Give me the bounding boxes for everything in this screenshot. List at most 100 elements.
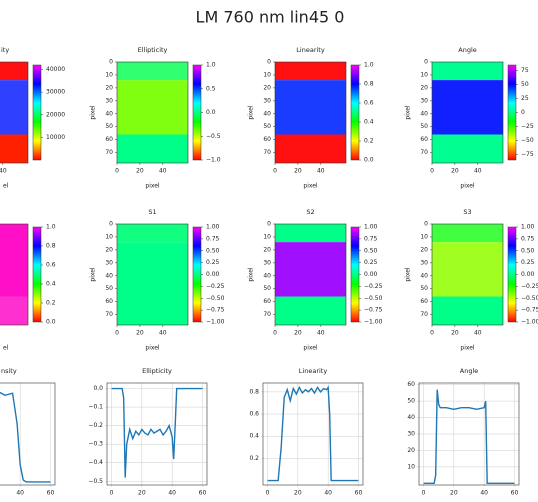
plot-frame [418, 382, 520, 486]
y-axis-label: pixel [248, 267, 255, 282]
y-tick-label: 10 [420, 233, 428, 240]
y-tick-label: 30 [263, 97, 271, 104]
x-tick-label: 60 [199, 490, 207, 497]
x-tick-label: 40 [480, 490, 488, 497]
colorbar-tick-label: 1.00 [206, 224, 220, 231]
y-tick-label: 0.6 [249, 411, 259, 418]
colorbar-tick-label: 50 [521, 81, 529, 88]
colorbar-tick-label: −0.25 [521, 283, 538, 290]
colorbar-tick-label: 0.25 [206, 259, 220, 266]
colorbar [507, 64, 517, 161]
line-series [267, 385, 359, 482]
colorbar-tick-label: −25 [521, 123, 534, 130]
y-tick-label: 30 [420, 97, 428, 104]
x-tick-label: 20 [450, 490, 458, 497]
colorbar-tick-label: 1.0 [46, 224, 56, 231]
x-tick-label: 40 [16, 490, 24, 497]
y-tick-label: 10 [263, 233, 271, 240]
y-tick-label: 20 [407, 447, 415, 454]
y-tick-label: 60 [105, 298, 113, 305]
y-tick-label: 50 [263, 123, 271, 130]
y-tick-label: −0.1 [88, 404, 103, 411]
y-tick-label: 40 [105, 272, 113, 279]
x-tick-label: 0 [115, 330, 119, 337]
heatmap-band [432, 296, 503, 325]
heatmap-band [432, 242, 503, 297]
y-tick-label: 20 [420, 84, 428, 91]
panel-title: ity [1, 46, 9, 54]
x-tick-label: 40 [317, 330, 325, 337]
heatmap-band [0, 62, 28, 81]
y-tick-label: 50 [420, 123, 428, 130]
x-tick-label: 0 [430, 168, 434, 175]
colorbar-tick-label: 0.75 [364, 235, 378, 242]
colorbar [192, 226, 202, 323]
y-tick-label: 40 [263, 110, 271, 117]
x-tick-label: 40 [0, 168, 7, 175]
colorbar-tick-label: 1.0 [206, 62, 216, 69]
x-tick-label: 0 [273, 168, 277, 175]
x-tick-label: 20 [136, 168, 144, 175]
y-tick-label: 70 [105, 311, 113, 318]
heatmap-band [432, 80, 503, 135]
colorbar-tick-label: −0.75 [206, 307, 225, 314]
y-tick-label: −0.3 [88, 441, 103, 448]
colorbar-tick-label: −1.00 [206, 319, 225, 326]
y-axis-label: pixel [90, 267, 97, 282]
panel-title: nsity [1, 367, 17, 375]
colorbar-tick-label: −0.25 [364, 283, 383, 290]
y-tick-label: −0.2 [88, 422, 103, 429]
x-axis-label: pixel [303, 345, 318, 352]
x-tick-label: 60 [47, 490, 55, 497]
colorbar-tick-label: 0 [521, 109, 525, 116]
x-axis-label: pixel [145, 183, 160, 190]
y-tick-label: 50 [263, 285, 271, 292]
plot-frame [106, 382, 208, 486]
x-tick-label: 0 [273, 330, 277, 337]
plot-frame [116, 223, 189, 326]
y-tick-label: −0.5 [88, 478, 103, 485]
colorbar [350, 64, 360, 161]
colorbar-tick-label: −1.00 [364, 319, 383, 326]
y-tick-label: 0 [109, 59, 113, 66]
panel-title: Ellipticity [138, 46, 168, 54]
heatmap-band [117, 80, 188, 135]
y-tick-label: 0 [267, 221, 271, 228]
y-tick-label: 0 [424, 59, 428, 66]
colorbar-tick-label: −0.50 [206, 295, 225, 302]
y-tick-label: 10 [407, 463, 415, 470]
x-axis-label: pixel [460, 183, 475, 190]
x-tick-label: 60 [355, 490, 363, 497]
plot-frame [0, 223, 29, 326]
heatmap-band [275, 242, 346, 297]
colorbar-tick-label: 40000 [46, 66, 65, 73]
panel-title: S2 [306, 208, 314, 216]
heatmap-band [0, 134, 28, 163]
y-axis-label: pixel [90, 105, 97, 120]
y-axis-label: pixel [405, 267, 412, 282]
colorbar-tick-label: −1.00 [521, 319, 538, 326]
y-tick-label: 10 [420, 71, 428, 78]
heatmap-band [117, 62, 188, 81]
y-tick-label: 60 [263, 298, 271, 305]
colorbar-tick-label: −0.25 [206, 283, 225, 290]
y-tick-label: 0.0 [93, 385, 103, 392]
colorbar-tick-label: 0.00 [521, 271, 535, 278]
x-tick-label: 20 [136, 330, 144, 337]
y-tick-label: 30 [263, 259, 271, 266]
y-tick-label: 20 [263, 246, 271, 253]
colorbar-tick-label: 0.00 [364, 271, 378, 278]
y-tick-label: 10 [105, 71, 113, 78]
colorbar-tick-label: 75 [521, 67, 529, 74]
x-tick-label: 20 [294, 330, 302, 337]
colorbar-tick-label: 1.00 [521, 224, 535, 231]
x-axis-label: pixel [460, 345, 475, 352]
x-tick-label: 0 [430, 330, 434, 337]
y-tick-label: 60 [420, 136, 428, 143]
y-tick-label: 0.4 [249, 433, 259, 440]
y-tick-label: 50 [105, 123, 113, 130]
plot-frame [116, 61, 189, 164]
x-tick-label: 20 [451, 168, 459, 175]
heatmap-band [432, 224, 503, 243]
